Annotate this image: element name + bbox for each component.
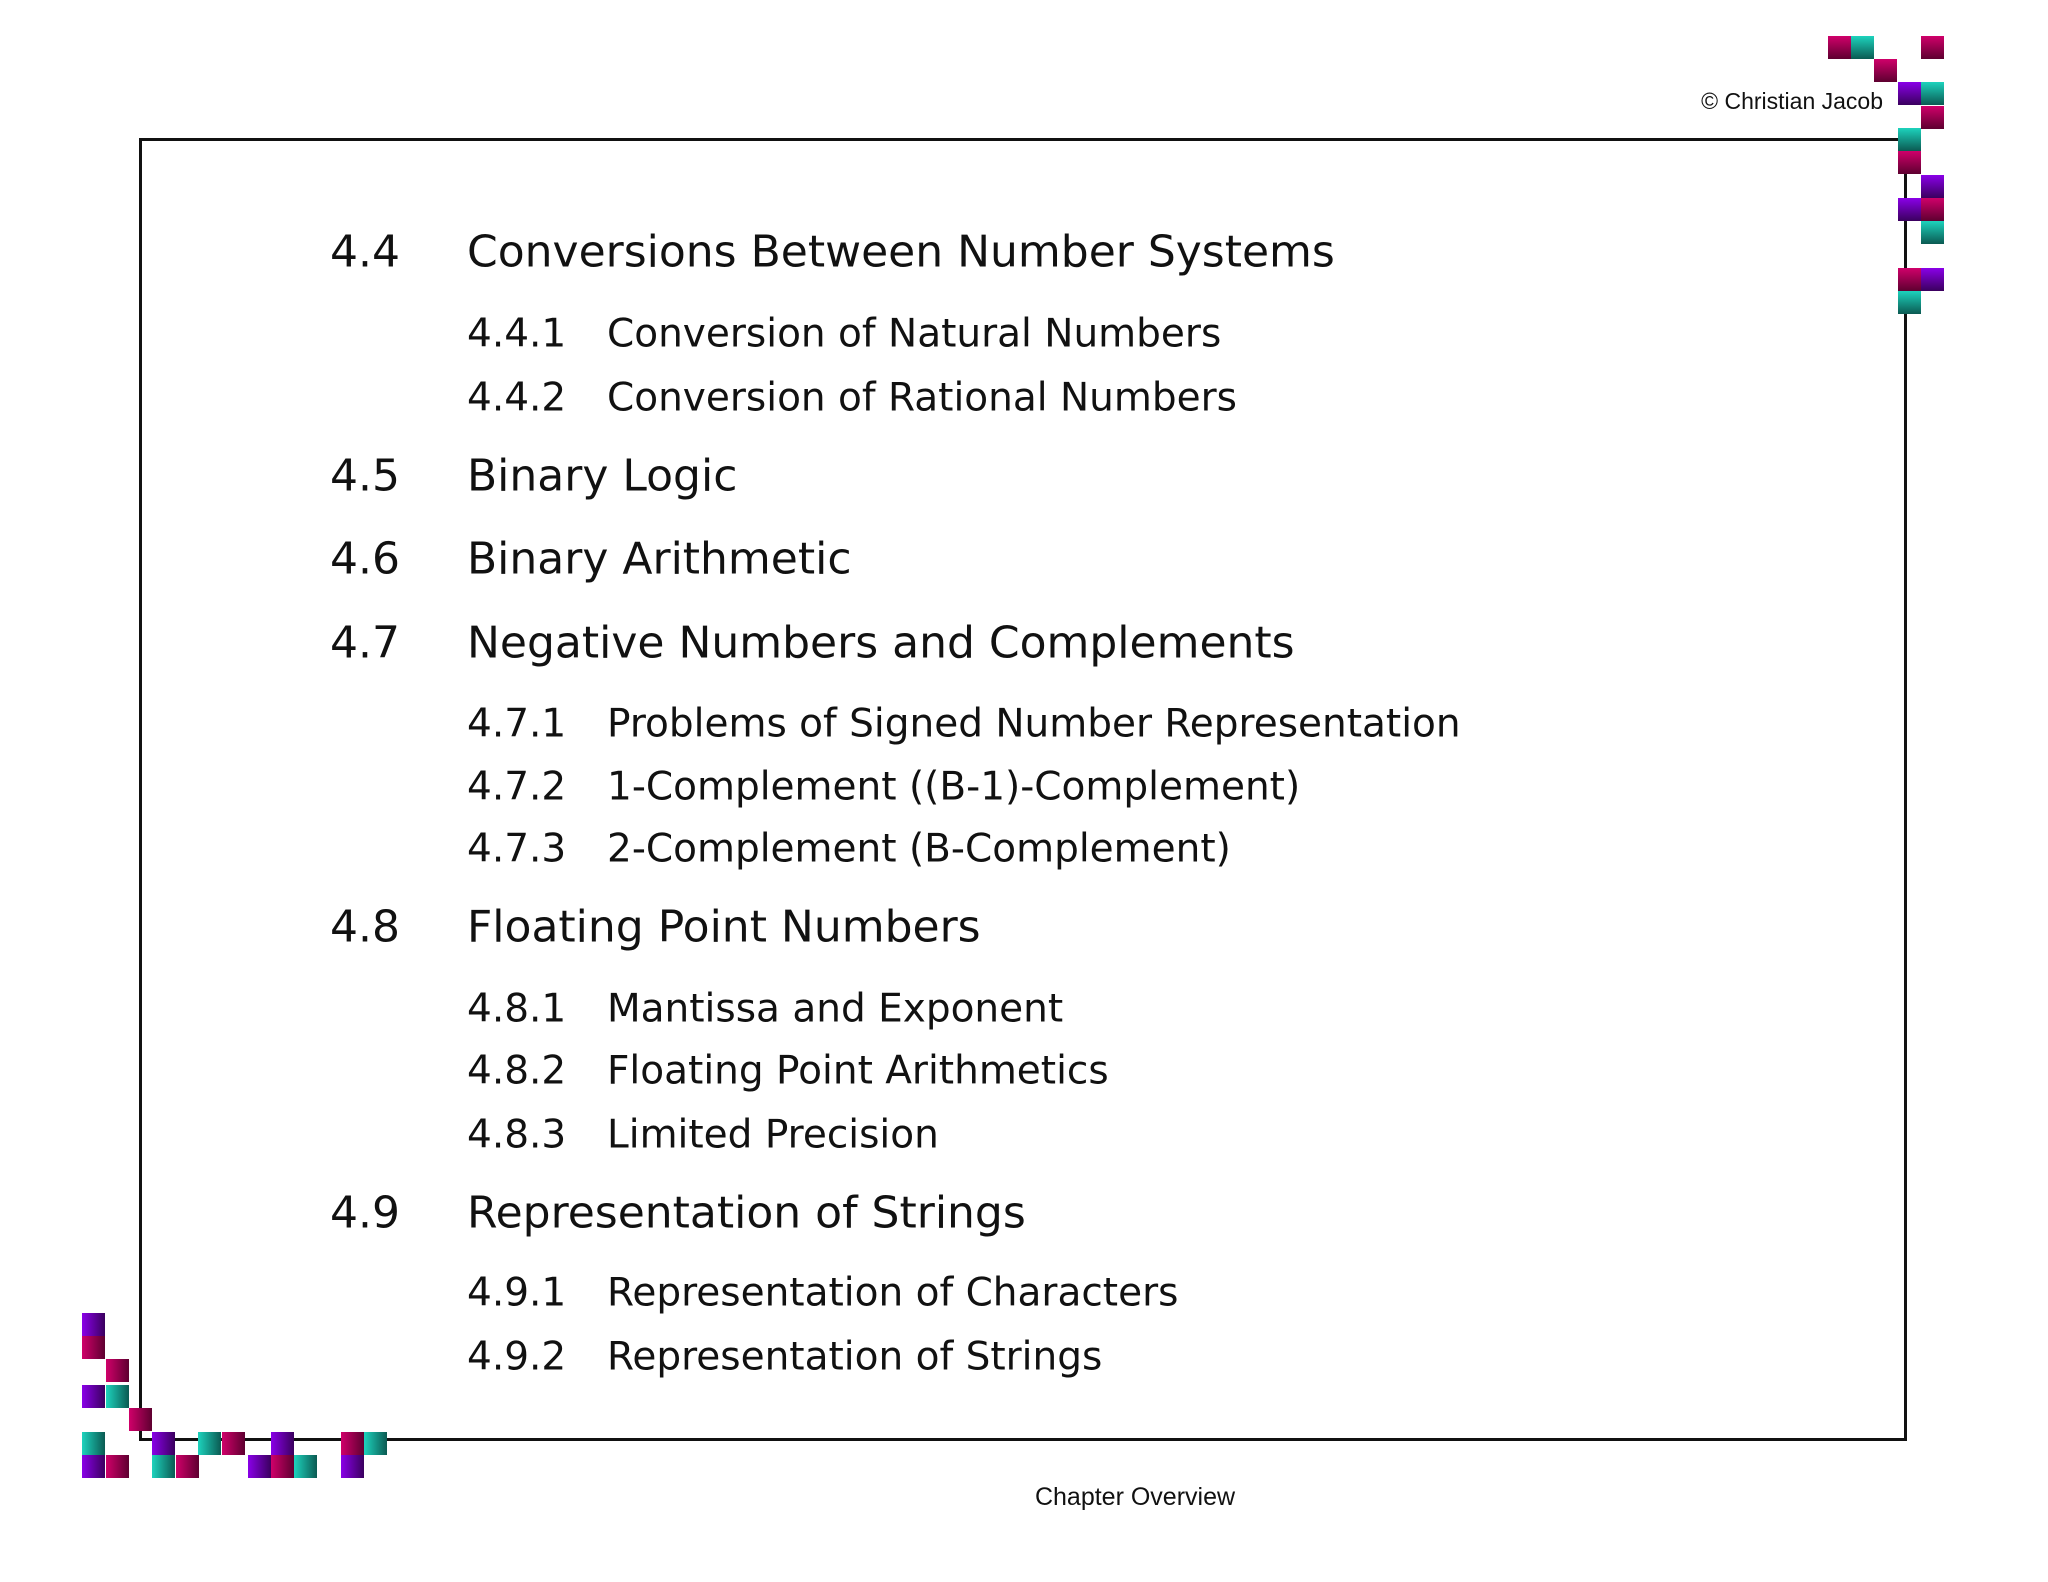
section-number: 4.7.1 <box>467 701 567 747</box>
decorative-block <box>1898 82 1921 105</box>
section-title: Binary Arithmetic <box>467 533 852 585</box>
decorative-block <box>1898 128 1921 151</box>
decorative-block <box>1828 36 1851 59</box>
section-number: 4.6 <box>330 533 400 585</box>
section-title: Problems of Signed Number Representation <box>607 701 1461 747</box>
section-number: 4.8.2 <box>467 1048 567 1094</box>
section-title: Mantissa and Exponent <box>607 986 1064 1032</box>
decorative-block <box>341 1455 364 1478</box>
section-number: 4.9.1 <box>467 1270 567 1316</box>
decorative-block <box>82 1313 105 1336</box>
decorative-block <box>1921 175 1944 198</box>
section-number: 4.5 <box>330 450 400 502</box>
decorative-block <box>106 1359 129 1382</box>
decorative-block <box>152 1455 175 1478</box>
section-title: Representation of Strings <box>467 1187 1026 1239</box>
section-title: Conversion of Rational Numbers <box>607 375 1237 421</box>
decorative-block <box>248 1455 271 1478</box>
section-title: Floating Point Arithmetics <box>607 1048 1109 1094</box>
decorative-block <box>222 1432 245 1455</box>
decorative-block <box>176 1455 199 1478</box>
decorative-block <box>1921 198 1944 221</box>
section-number: 4.9.2 <box>467 1334 567 1380</box>
section-number: 4.8.1 <box>467 986 567 1032</box>
decorative-block <box>1898 198 1921 221</box>
section-title: Representation of Characters <box>607 1270 1179 1316</box>
decorative-block <box>341 1432 364 1455</box>
decorative-block <box>1874 59 1897 82</box>
decorative-block <box>1921 221 1944 244</box>
decorative-block <box>152 1432 175 1455</box>
section-number: 4.7.2 <box>467 764 567 810</box>
section-title: 2-Complement (B-Complement) <box>607 826 1231 872</box>
section-number: 4.9 <box>330 1187 400 1239</box>
decorative-block <box>271 1432 294 1455</box>
decorative-block <box>1851 36 1874 59</box>
section-number: 4.4 <box>330 226 400 278</box>
decorative-block <box>82 1385 105 1408</box>
section-title: Floating Point Numbers <box>467 901 981 953</box>
section-number: 4.7 <box>330 617 400 669</box>
section-number: 4.4.1 <box>467 311 567 357</box>
section-number: 4.8.3 <box>467 1112 567 1158</box>
footer-title: Chapter Overview <box>1034 1483 1236 1511</box>
section-title: Limited Precision <box>607 1112 939 1158</box>
decorative-block <box>1921 36 1944 59</box>
section-number: 4.7.3 <box>467 826 567 872</box>
decorative-block <box>1898 268 1921 291</box>
decorative-block <box>1921 82 1944 105</box>
section-title: Representation of Strings <box>607 1334 1103 1380</box>
slide-frame <box>139 138 1907 1441</box>
section-number: 4.8 <box>330 901 400 953</box>
decorative-block <box>271 1455 294 1478</box>
section-title: Conversion of Natural Numbers <box>607 311 1222 357</box>
decorative-block <box>364 1432 387 1455</box>
decorative-block <box>294 1455 317 1478</box>
decorative-block <box>82 1432 105 1455</box>
decorative-block <box>82 1455 105 1478</box>
decorative-block <box>198 1432 221 1455</box>
decorative-block <box>1921 268 1944 291</box>
decorative-block <box>82 1336 105 1359</box>
section-title: 1-Complement ((B-1)-Complement) <box>607 764 1301 810</box>
section-title: Negative Numbers and Complements <box>467 617 1295 669</box>
decorative-block <box>1898 291 1921 314</box>
decorative-block <box>106 1385 129 1408</box>
copyright: © Christian Jacob <box>1701 88 1883 114</box>
section-number: 4.4.2 <box>467 375 567 421</box>
decorative-block <box>106 1455 129 1478</box>
section-title: Conversions Between Number Systems <box>467 226 1335 278</box>
section-title: Binary Logic <box>467 450 738 502</box>
decorative-block <box>129 1408 152 1431</box>
decorative-block <box>1921 106 1944 129</box>
decorative-block <box>1898 151 1921 174</box>
